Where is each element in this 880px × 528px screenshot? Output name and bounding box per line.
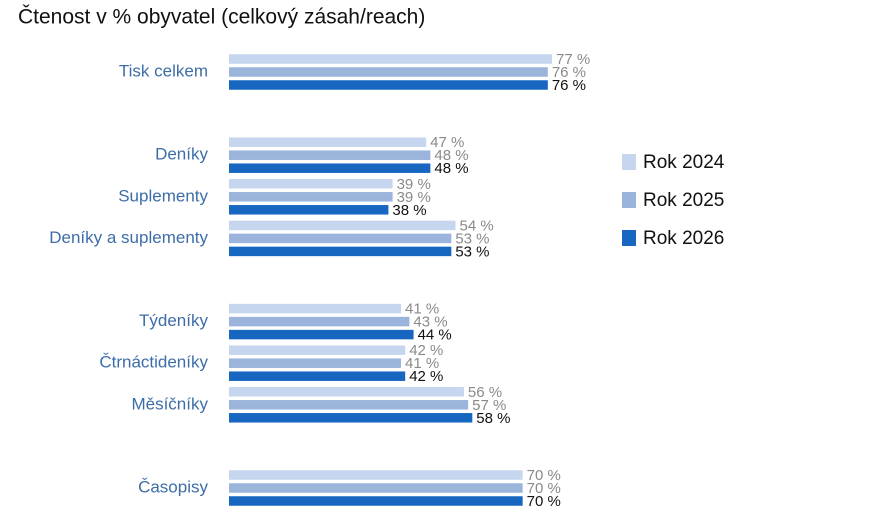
bar bbox=[229, 329, 414, 340]
legend-swatch bbox=[622, 192, 636, 208]
value-label: 38 % bbox=[392, 202, 426, 219]
value-label: 44 % bbox=[418, 327, 452, 344]
bar bbox=[229, 67, 548, 77]
legend-swatch bbox=[622, 154, 636, 170]
value-label: 77 % bbox=[556, 51, 590, 68]
legend-label: Rok 2024 bbox=[643, 152, 725, 173]
chart-title: Čtenost v % obyvatel (celkový zásah/reac… bbox=[18, 6, 425, 29]
bar bbox=[229, 137, 427, 147]
bar bbox=[229, 470, 523, 480]
value-label: 48 % bbox=[434, 160, 468, 177]
category-label: Suplementy bbox=[118, 186, 208, 205]
value-label: 76 % bbox=[552, 64, 586, 81]
value-label: 42 % bbox=[409, 368, 443, 385]
bar bbox=[229, 80, 548, 90]
bar bbox=[229, 54, 553, 64]
category-label: Týdeníky bbox=[139, 311, 208, 330]
category-label: Čtrnáctideníky bbox=[99, 353, 208, 372]
category-label: Tisk celkem bbox=[119, 61, 208, 80]
value-label: 70 % bbox=[527, 493, 561, 510]
value-label: 56 % bbox=[468, 384, 502, 401]
bar bbox=[229, 345, 406, 355]
value-label: 58 % bbox=[476, 410, 510, 427]
value-label: 43 % bbox=[413, 314, 447, 331]
legend-label: Rok 2025 bbox=[643, 190, 724, 211]
bar bbox=[229, 483, 523, 493]
bar bbox=[229, 150, 431, 160]
bar bbox=[229, 303, 401, 314]
bar bbox=[229, 358, 401, 368]
bar bbox=[229, 192, 393, 202]
value-label: 70 % bbox=[527, 480, 561, 497]
value-label: 39 % bbox=[397, 176, 431, 193]
category-label: Měsíčníky bbox=[131, 394, 208, 413]
bar bbox=[229, 179, 393, 189]
value-label: 70 % bbox=[527, 467, 561, 484]
value-label: 57 % bbox=[472, 397, 506, 414]
value-label: 41 % bbox=[405, 355, 439, 372]
value-label: 53 % bbox=[455, 243, 489, 260]
bar bbox=[229, 233, 452, 244]
value-label: 41 % bbox=[405, 301, 439, 318]
value-label: 48 % bbox=[434, 147, 468, 164]
value-label: 53 % bbox=[455, 230, 489, 247]
category-label: Deníky bbox=[155, 145, 208, 164]
bar bbox=[229, 220, 456, 231]
bar bbox=[229, 205, 389, 215]
bar bbox=[229, 163, 431, 173]
bar bbox=[229, 496, 523, 506]
bar bbox=[229, 387, 464, 397]
value-label: 42 % bbox=[409, 342, 443, 359]
bar bbox=[229, 371, 406, 381]
value-label: 47 % bbox=[430, 134, 464, 151]
value-label: 54 % bbox=[460, 217, 494, 234]
bar bbox=[229, 316, 410, 327]
bar bbox=[229, 400, 469, 410]
category-label: Deníky a suplementy bbox=[49, 228, 208, 247]
value-label: 39 % bbox=[397, 189, 431, 206]
legend-swatch bbox=[622, 230, 636, 246]
value-label: 76 % bbox=[552, 77, 586, 94]
bar bbox=[229, 246, 452, 257]
legend-label: Rok 2026 bbox=[643, 228, 724, 249]
bar bbox=[229, 413, 473, 423]
category-label: Časopisy bbox=[138, 477, 208, 496]
